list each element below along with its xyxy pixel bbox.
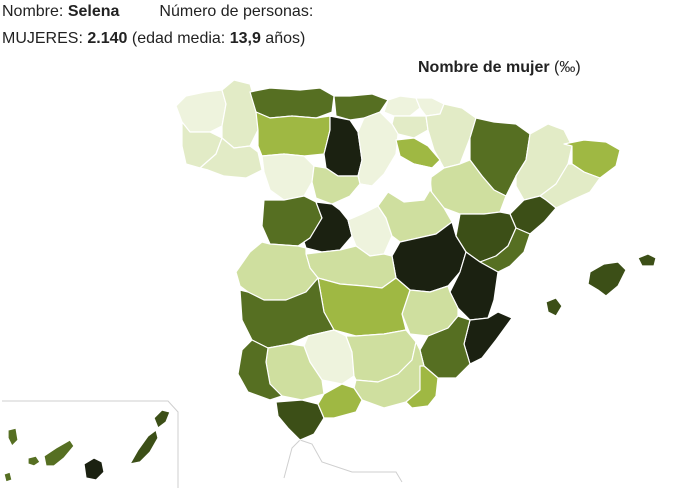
name-label: Nombre: <box>2 3 64 20</box>
province-la-palma[interactable] <box>7 427 19 447</box>
age-suffix: años) <box>265 30 306 47</box>
province-zamora[interactable] <box>261 153 315 201</box>
province-madrid[interactable] <box>347 205 393 257</box>
province-ourense[interactable] <box>199 137 263 179</box>
province-huesca[interactable] <box>469 117 531 197</box>
name-line: Nombre: Selena Número de personas: <box>2 3 313 21</box>
women-label: MUJERES: <box>2 30 83 47</box>
province-tenerife[interactable] <box>43 439 75 467</box>
province-alicante[interactable] <box>463 311 513 365</box>
age-value: 13,9 <box>229 30 261 47</box>
legend-unit: (‰) <box>554 59 581 76</box>
province-asturias[interactable] <box>249 87 335 119</box>
province-gran-canaria[interactable] <box>83 457 105 481</box>
province-lugo[interactable] <box>221 79 259 149</box>
province-ibiza[interactable] <box>545 297 563 317</box>
legend-title-text: Nombre de mujer <box>418 59 550 76</box>
province-malaga[interactable] <box>317 383 363 419</box>
province-gerona[interactable] <box>563 139 621 179</box>
province-burgos[interactable] <box>357 111 399 187</box>
province-barcelona[interactable] <box>539 163 601 209</box>
province-lanzarote[interactable] <box>153 409 171 429</box>
province-el-hierro[interactable] <box>3 471 13 483</box>
province-fuerteventura[interactable] <box>129 429 159 465</box>
women-line: MUJERES: 2.140 (edad media: 13,9 años) <box>2 30 305 48</box>
province-leon[interactable] <box>255 111 331 157</box>
province-la-gomera[interactable] <box>27 455 41 467</box>
province-vizcaya[interactable] <box>383 95 421 117</box>
province-mallorca[interactable] <box>587 261 627 297</box>
count-label: Número de personas: <box>159 3 314 20</box>
province-palencia[interactable] <box>323 115 363 177</box>
legend-title: Nombre de mujer (‰) <box>418 59 581 77</box>
women-value: 2.140 <box>87 30 128 47</box>
province-huelva[interactable] <box>237 339 283 401</box>
canary-inset-frame <box>2 400 179 488</box>
africa-coast-outline <box>283 439 403 483</box>
province-albacete[interactable] <box>401 285 459 337</box>
province-caceres[interactable] <box>235 241 319 301</box>
age-prefix: (edad media: <box>131 30 226 47</box>
name-value: Selena <box>67 3 120 20</box>
province-menorca[interactable] <box>637 253 657 267</box>
province-la-rioja[interactable] <box>395 137 441 169</box>
province-almeria[interactable] <box>405 365 439 409</box>
province-cadiz[interactable] <box>275 399 325 441</box>
